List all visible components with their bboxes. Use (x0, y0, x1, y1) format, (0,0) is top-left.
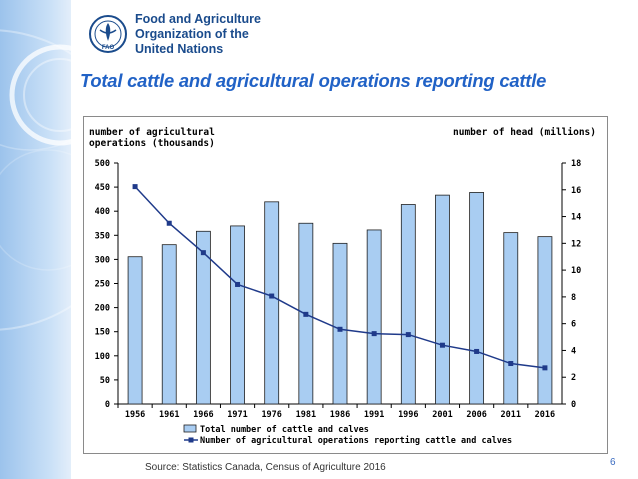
right-tick-label: 12 (571, 239, 581, 249)
cattle-bar (469, 192, 485, 405)
left-axis-label-line-2: operations (thousands) (89, 138, 215, 149)
operations-point (269, 293, 275, 299)
source-note: Source: Statistics Canada, Census of Agr… (145, 462, 386, 473)
x-tick-label: 1996 (398, 410, 418, 420)
left-tick-label: 350 (95, 231, 110, 241)
left-tick-label: 450 (95, 183, 110, 193)
operations-point (405, 332, 411, 338)
right-tick-label: 2 (571, 373, 576, 383)
cattle-bar (400, 204, 416, 405)
operations-point (439, 342, 445, 348)
cattle-bar (435, 194, 450, 405)
x-tick-label: 1956 (125, 410, 145, 420)
cattle-chart: number of agricultural operations (thous… (89, 127, 596, 446)
legend-label-cattle: Total number of cattle and calves (200, 425, 369, 435)
cattle-bar (230, 225, 245, 405)
left-tick-label: 100 (95, 352, 110, 362)
x-tick-label: 2016 (535, 410, 555, 420)
operations-point (132, 184, 138, 190)
right-tick-label: 10 (571, 266, 581, 276)
legend-label-operations: Number of agricultural operations report… (200, 435, 512, 446)
left-tick-label: 50 (100, 376, 110, 386)
x-tick-label: 1971 (227, 410, 247, 420)
left-tick-label: 500 (95, 159, 110, 169)
operations-point (200, 250, 206, 256)
operations-point (542, 365, 548, 371)
x-tick-label: 1966 (193, 410, 213, 420)
operations-point (166, 220, 172, 226)
organization-name: Food and Agriculture Organization of the… (135, 12, 275, 57)
x-tick-label: 1991 (364, 410, 384, 420)
right-tick-label: 0 (571, 400, 576, 410)
x-tick-label: 2011 (501, 410, 521, 420)
cattle-bar (161, 244, 177, 405)
operations-point (371, 331, 377, 337)
chart-legend: Total number of cattle and calves Number… (183, 424, 512, 446)
fao-logo-text: FAO (102, 45, 115, 51)
x-tick-label: 1976 (261, 410, 281, 420)
x-tick-label: 1981 (296, 410, 316, 420)
right-tick-label: 18 (571, 159, 581, 169)
left-tick-label: 400 (95, 207, 110, 217)
org-name-line-3: United Nations (135, 42, 224, 56)
x-tick-label: 2001 (432, 410, 452, 420)
right-tick-label: 8 (571, 293, 576, 303)
left-tick-label: 250 (95, 280, 110, 290)
cattle-bar (332, 242, 348, 405)
cattle-bar (537, 236, 553, 405)
left-axis-label-line-1: number of agricultural (89, 127, 215, 138)
operations-point (508, 361, 514, 367)
right-tick-label: 14 (571, 213, 581, 223)
cattle-bar (264, 201, 280, 405)
slide-title: Total cattle and agricultural operations… (80, 70, 547, 91)
cattle-bar (503, 232, 519, 405)
chart-frame: number of agricultural operations (thous… (83, 116, 608, 454)
left-tick-label: 300 (95, 255, 110, 265)
org-name-line-2: Organization of the (135, 27, 249, 41)
left-tick-label: 200 (95, 304, 110, 314)
cattle-bar (366, 229, 382, 405)
cattle-bar (127, 256, 143, 405)
legend-bar-swatch (183, 424, 197, 433)
right-tick-label: 4 (571, 346, 576, 356)
cattle-bar (195, 230, 211, 405)
fao-logo-icon: FAO (89, 15, 127, 53)
x-tick-label: 1961 (159, 410, 179, 420)
page-number: 6 (610, 457, 616, 468)
operations-point (337, 326, 343, 332)
left-tick-label: 0 (105, 400, 110, 410)
operations-point (303, 311, 309, 317)
operations-point (235, 281, 241, 287)
left-tick-label: 150 (95, 328, 110, 338)
right-tick-label: 16 (571, 186, 581, 196)
x-tick-label: 1986 (330, 410, 350, 420)
x-tick-label: 2006 (466, 410, 486, 420)
right-tick-label: 6 (571, 320, 576, 330)
operations-point (474, 348, 480, 354)
right-axis-label: number of head (millions) (453, 127, 596, 138)
legend-line-marker (188, 437, 194, 443)
org-name-line-1: Food and Agriculture (135, 12, 261, 26)
